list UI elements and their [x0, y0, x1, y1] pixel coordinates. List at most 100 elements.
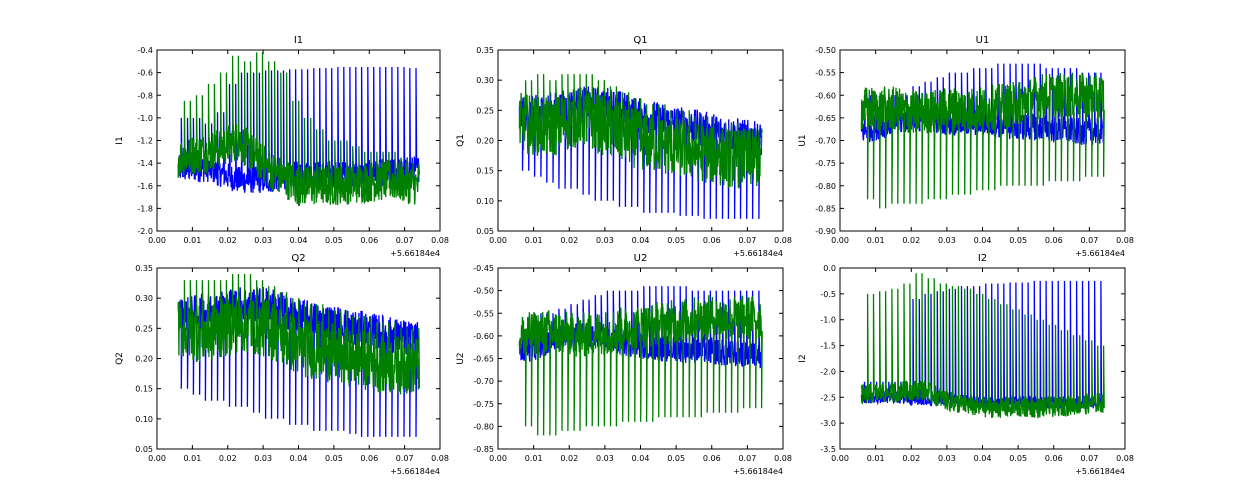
- y-tick-label: -0.65: [473, 355, 494, 364]
- chart-title: I2: [978, 253, 987, 264]
- chart-panel-i1: 0.00 0.01 0.02 0.03 0.04 0.05 0.06 0.07 0.08 -2.0…: [115, 35, 449, 258]
- x-tick-label: 0.08: [431, 454, 449, 463]
- x-tick-label: 0.04: [632, 454, 650, 463]
- x-tick-label: 0.00: [831, 236, 849, 245]
- x-tick-label: 0.06: [703, 236, 721, 245]
- x-tick-label: 0.00: [148, 236, 166, 245]
- y-tick-label: -0.60: [815, 91, 836, 100]
- x-tick-label: 0.03: [254, 454, 272, 463]
- series-line-2: [860, 273, 1105, 419]
- series-line-2: [177, 273, 421, 395]
- x-tick-label: 0.01: [183, 236, 201, 245]
- y-tick-label: -0.85: [815, 204, 836, 213]
- series-line-2: [518, 295, 763, 436]
- x-tick-label: 0.07: [738, 454, 756, 463]
- chart-title: U2: [634, 253, 648, 264]
- x-tick-label: 0.05: [325, 236, 343, 245]
- x-tick-label: 0.02: [902, 454, 920, 463]
- chart-title: Q2: [291, 253, 305, 264]
- y-tick-label: 0.15: [476, 167, 494, 176]
- y-tick-label: 0.10: [476, 197, 494, 206]
- y-tick-label: -0.70: [815, 137, 836, 146]
- y-tick-label: -1.5: [820, 342, 836, 351]
- y-tick-label: -0.8: [137, 91, 153, 100]
- x-tick-label: 0.08: [774, 236, 792, 245]
- y-tick-label: 0.05: [476, 227, 494, 236]
- y-tick-label: -0.4: [137, 46, 153, 55]
- x-tick-label: 0.07: [1080, 236, 1098, 245]
- chart-panel-u1: 0.00 0.01 0.02 0.03 0.04 0.05 0.06 0.07 0.08 -0.9…: [798, 35, 1134, 258]
- y-axis-label: I1: [115, 136, 125, 144]
- x-tick-label: 0.08: [1116, 236, 1134, 245]
- y-tick-label: 0.10: [135, 415, 153, 424]
- y-axis-label: Q2: [115, 352, 125, 365]
- y-tick-label: -0.55: [473, 309, 494, 318]
- x-tick-label: 0.05: [667, 454, 685, 463]
- y-axis-label: U1: [798, 134, 808, 146]
- x-tick-label: 0.06: [360, 236, 378, 245]
- y-tick-label: -1.8: [137, 204, 153, 213]
- y-tick-label: -0.80: [473, 422, 494, 431]
- y-axis-label: I2: [798, 354, 808, 362]
- x-offset-label: +5.66184e4: [390, 249, 440, 258]
- y-tick-label: -0.50: [473, 287, 494, 296]
- x-tick-label: 0.08: [431, 236, 449, 245]
- chart-title: I1: [294, 35, 303, 46]
- x-tick-label: 0.01: [867, 236, 885, 245]
- y-tick-label: 0.20: [476, 137, 494, 146]
- x-tick-label: 0.03: [596, 236, 614, 245]
- y-tick-label: -0.50: [815, 46, 836, 55]
- x-tick-label: 0.04: [290, 454, 308, 463]
- y-tick-label: -1.2: [137, 137, 153, 146]
- y-tick-label: -1.0: [820, 316, 836, 325]
- x-tick-label: 0.07: [396, 236, 414, 245]
- x-tick-label: 0.05: [1009, 236, 1027, 245]
- x-tick-label: 0.06: [360, 454, 378, 463]
- y-tick-label: -3.5: [820, 445, 836, 454]
- x-tick-label: 0.08: [774, 454, 792, 463]
- chart-title: U1: [976, 35, 990, 46]
- x-tick-label: 0.01: [867, 454, 885, 463]
- y-tick-label: -2.0: [137, 227, 153, 236]
- x-tick-label: 0.03: [938, 236, 956, 245]
- x-tick-label: 0.05: [1009, 454, 1027, 463]
- y-tick-label: -0.80: [815, 182, 836, 191]
- x-tick-label: 0.04: [632, 236, 650, 245]
- chart-title: Q1: [633, 35, 647, 46]
- x-tick-label: 0.04: [974, 454, 992, 463]
- y-tick-label: 0.20: [135, 355, 153, 364]
- y-tick-label: -0.90: [815, 227, 836, 236]
- x-tick-label: 0.07: [396, 454, 414, 463]
- x-tick-label: 0.02: [902, 236, 920, 245]
- y-tick-label: 0.25: [476, 106, 494, 115]
- y-tick-label: -0.75: [473, 400, 494, 409]
- y-tick-label: 0.15: [135, 385, 153, 394]
- y-tick-label: -1.0: [137, 114, 153, 123]
- y-tick-label: -0.6: [137, 69, 153, 78]
- x-tick-label: 0.02: [560, 454, 578, 463]
- chart-panel-q2: 0.00 0.01 0.02 0.03 0.04 0.05 0.06 0.07 0.08 0.05…: [115, 253, 449, 476]
- x-tick-label: 0.01: [525, 236, 543, 245]
- x-offset-label: +5.66184e4: [390, 467, 440, 476]
- x-tick-label: 0.02: [219, 454, 237, 463]
- y-tick-label: 0.25: [135, 324, 153, 333]
- y-tick-label: 0.35: [476, 46, 494, 55]
- x-tick-label: 0.06: [1045, 454, 1063, 463]
- x-offset-label: +5.66184e4: [733, 249, 783, 258]
- x-tick-label: 0.04: [290, 236, 308, 245]
- x-tick-label: 0.08: [1116, 454, 1134, 463]
- y-tick-label: -0.60: [473, 332, 494, 341]
- y-tick-label: -2.5: [820, 393, 836, 402]
- x-tick-label: 0.05: [667, 236, 685, 245]
- x-offset-label: +5.66184e4: [1075, 249, 1125, 258]
- x-tick-label: 0.00: [489, 236, 507, 245]
- x-tick-label: 0.00: [489, 454, 507, 463]
- x-tick-label: 0.01: [525, 454, 543, 463]
- y-tick-label: 0.30: [476, 76, 494, 85]
- x-offset-label: +5.66184e4: [1075, 467, 1125, 476]
- y-tick-label: -3.0: [820, 419, 836, 428]
- x-tick-label: 0.03: [254, 236, 272, 245]
- y-tick-label: -0.85: [473, 445, 494, 454]
- y-tick-label: -1.6: [137, 182, 153, 191]
